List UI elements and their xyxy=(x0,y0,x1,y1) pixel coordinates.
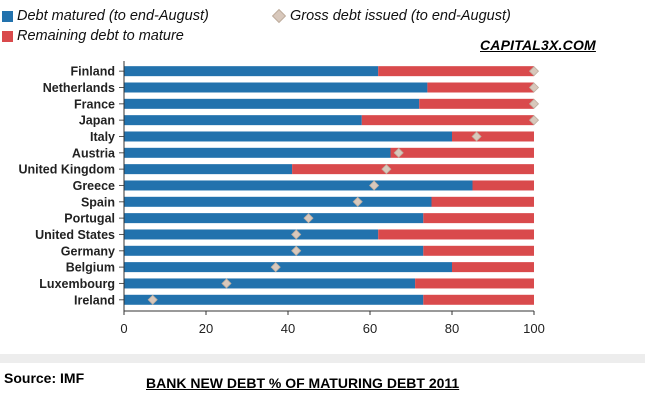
category-label-italy: Italy xyxy=(90,130,115,144)
marker-gross-debt-france xyxy=(528,98,540,109)
bar-remaining-debt-to-mature-portugal xyxy=(423,213,534,224)
legend-label-debt-matured: Debt matured (to end-August) xyxy=(17,8,209,24)
marker-gross-debt-netherlands xyxy=(528,82,540,93)
category-label-greece: Greece xyxy=(73,179,115,193)
watermark-text: CAPITAL3X.COM xyxy=(480,37,596,53)
x-tick-label-20: 20 xyxy=(199,321,213,336)
legend-swatch-debt-matured xyxy=(2,10,13,22)
bar-remaining-debt-to-mature-france xyxy=(419,98,534,109)
marker-gross-debt-germany xyxy=(291,245,302,256)
legend-item-gross-debt: Gross debt issued (to end-August) xyxy=(270,8,511,24)
bar-debt-matured-to-end-august--ireland xyxy=(124,294,424,305)
bar-remaining-debt-to-mature-finland xyxy=(378,66,534,77)
marker-gross-debt-austria xyxy=(393,147,404,158)
category-label-luxembourg: Luxembourg xyxy=(39,277,115,291)
bar-remaining-debt-to-mature-italy xyxy=(452,131,534,142)
legend-item-remaining-debt: Remaining debt to mature xyxy=(2,28,184,44)
marker-gross-debt-finland xyxy=(528,66,540,77)
bar-remaining-debt-to-mature-ireland xyxy=(423,294,534,305)
bar-remaining-debt-to-mature-greece xyxy=(472,180,534,191)
chart-caption: BANK NEW DEBT % OF MATURING DEBT 2011 xyxy=(146,375,460,391)
bar-debt-matured-to-end-august--spain xyxy=(124,196,432,207)
marker-gross-debt-italy xyxy=(471,131,482,142)
bar-debt-matured-to-end-august--austria xyxy=(124,147,391,158)
x-tick-label-40: 40 xyxy=(281,321,295,336)
bar-remaining-debt-to-mature-spain xyxy=(431,196,534,207)
legend-label-remaining-debt: Remaining debt to mature xyxy=(17,28,184,44)
marker-gross-debt-greece xyxy=(369,180,380,191)
marker-gross-debt-portugal xyxy=(303,213,314,224)
category-label-united-kingdom: United Kingdom xyxy=(18,163,115,177)
chart-legend: Debt matured (to end-August) Gross debt … xyxy=(0,0,645,50)
marker-gross-debt-united-kingdom xyxy=(381,164,392,175)
category-label-japan: Japan xyxy=(79,114,115,128)
x-tick-label-100: 100 xyxy=(523,321,545,336)
legend-swatch-remaining-debt xyxy=(2,30,13,42)
marker-gross-debt-spain xyxy=(352,196,363,207)
x-tick-label-80: 80 xyxy=(445,321,459,336)
marker-gross-debt-japan xyxy=(528,115,540,126)
x-tick-label-0: 0 xyxy=(120,321,127,336)
bar-debt-matured-to-end-august--united-kingdom xyxy=(124,164,293,175)
marker-gross-debt-united-states xyxy=(291,229,302,240)
bar-debt-matured-to-end-august--japan xyxy=(124,115,362,126)
category-label-austria: Austria xyxy=(72,146,116,160)
legend-item-debt-matured: Debt matured (to end-August) xyxy=(2,8,209,24)
marker-gross-debt-belgium xyxy=(270,262,281,273)
bar-remaining-debt-to-mature-luxembourg xyxy=(415,278,534,289)
bar-remaining-debt-to-mature-germany xyxy=(423,245,534,256)
bar-remaining-debt-to-mature-japan xyxy=(361,115,534,126)
bar-debt-matured-to-end-august--portugal xyxy=(124,213,424,224)
x-tick-label-60: 60 xyxy=(363,321,377,336)
source-label: Source: IMF xyxy=(4,370,85,386)
bar-remaining-debt-to-mature-netherlands xyxy=(427,82,534,93)
marker-gross-debt-ireland xyxy=(147,294,158,305)
category-label-belgium: Belgium xyxy=(66,261,115,275)
bar-debt-matured-to-end-august--greece xyxy=(124,180,473,191)
bar-remaining-debt-to-mature-austria xyxy=(390,147,534,158)
bar-remaining-debt-to-mature-united-kingdom xyxy=(292,164,534,175)
legend-label-gross-debt: Gross debt issued (to end-August) xyxy=(290,8,511,24)
category-label-spain: Spain xyxy=(81,195,115,209)
bar-debt-matured-to-end-august--united-states xyxy=(124,229,379,240)
bar-debt-matured-to-end-august--netherlands xyxy=(124,82,428,93)
footer-divider xyxy=(0,354,645,363)
category-label-france: France xyxy=(74,97,115,111)
category-label-germany: Germany xyxy=(61,244,115,258)
bar-debt-matured-to-end-august--belgium xyxy=(124,262,452,273)
bar-debt-matured-to-end-august--france xyxy=(124,98,420,109)
bar-debt-matured-to-end-august--italy xyxy=(124,131,452,142)
bar-remaining-debt-to-mature-united-states xyxy=(378,229,534,240)
bar-chart: Finland Netherlands France Japan Italy Austri… xyxy=(18,61,545,336)
bar-debt-matured-to-end-august--luxembourg xyxy=(124,278,416,289)
bar-debt-matured-to-end-august--germany xyxy=(124,245,424,256)
bar-remaining-debt-to-mature-belgium xyxy=(452,262,534,273)
category-label-united-states: United States xyxy=(35,228,115,242)
category-label-ireland: Ireland xyxy=(74,293,115,307)
category-label-netherlands: Netherlands xyxy=(43,81,115,95)
bar-debt-matured-to-end-august--finland xyxy=(124,66,379,77)
category-label-portugal: Portugal xyxy=(64,212,115,226)
marker-gross-debt-luxembourg xyxy=(221,278,232,289)
category-label-finland: Finland xyxy=(71,65,115,79)
